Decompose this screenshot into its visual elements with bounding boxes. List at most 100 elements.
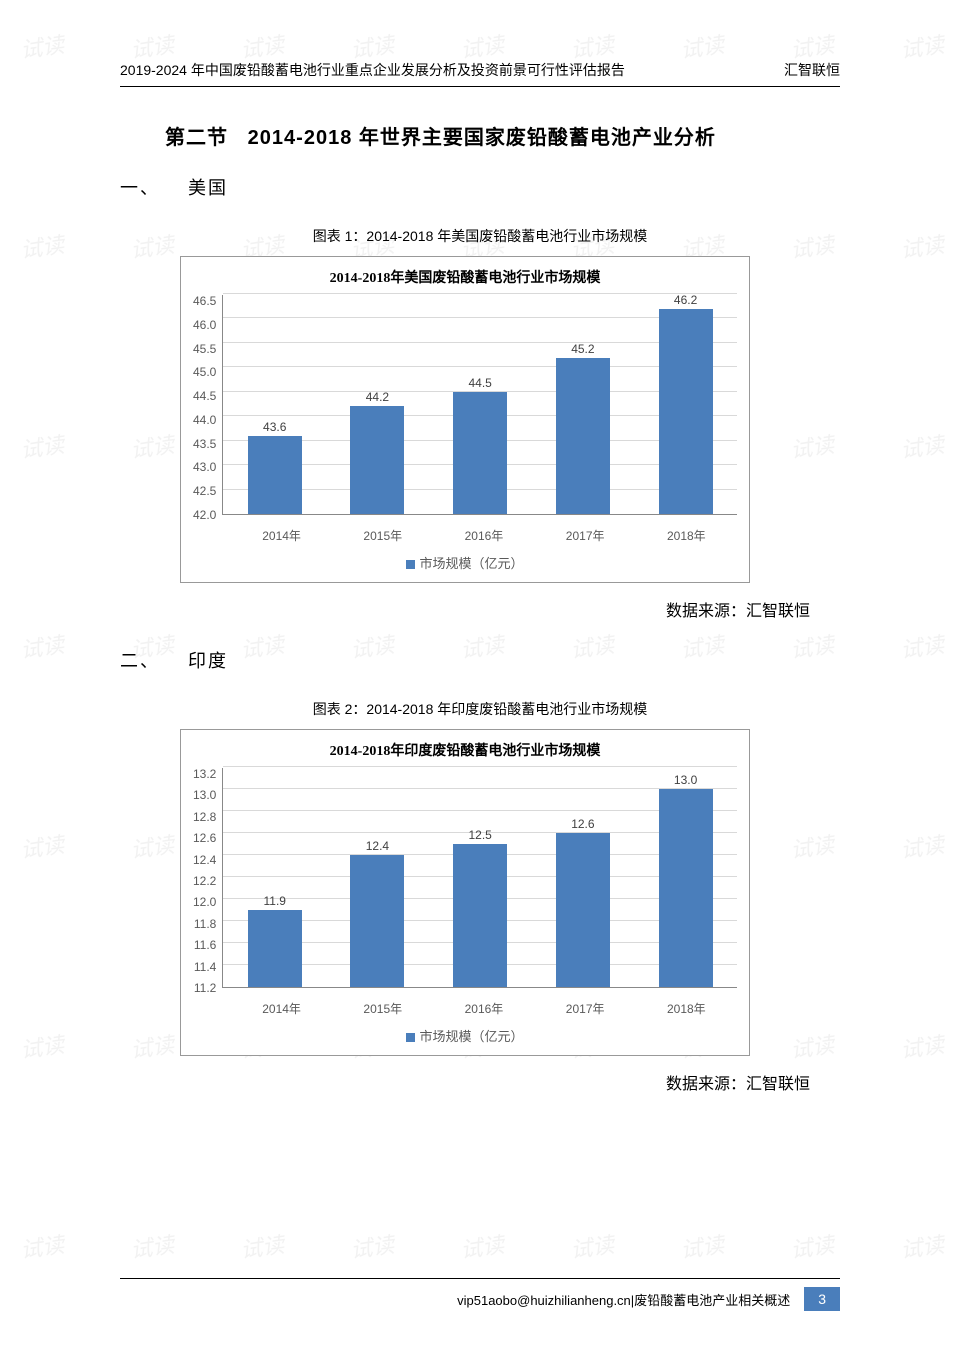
bar	[453, 392, 507, 514]
chart2-plot: 13.2 13.0 12.8 12.6 12.4 12.2 12.0 11.8 11.6 11.4…	[181, 764, 749, 994]
y-tick: 12.2	[193, 875, 216, 887]
sub1-label: 美国	[188, 178, 228, 198]
bar-value-label: 13.0	[674, 773, 697, 787]
x-category: 2016年	[457, 527, 511, 544]
sub1-num: 一、	[120, 178, 160, 198]
x-category: 2017年	[558, 1000, 612, 1017]
sub2-label: 印度	[188, 651, 228, 671]
chart2-grid: 11.9 12.4 12.5 12.6 13.0	[222, 768, 737, 988]
bar-value-label: 12.6	[571, 817, 594, 831]
y-tick: 45.0	[193, 366, 216, 378]
bar	[556, 358, 610, 514]
bar-wrap: 44.2	[350, 390, 404, 514]
x-category: 2015年	[356, 1000, 410, 1017]
bar-wrap: 12.5	[453, 828, 507, 987]
y-tick: 11.8	[194, 918, 216, 930]
y-tick: 44.0	[193, 414, 216, 426]
y-tick: 43.0	[193, 461, 216, 473]
chart1-plot: 46.546.045.545.044.544.043.543.042.542.0…	[181, 291, 749, 521]
watermark: 试读	[458, 1227, 506, 1265]
y-tick: 12.8	[193, 811, 216, 823]
chart1-caption: 图表 1：2014-2018 年美国废铅酸蓄电池行业市场规模	[120, 226, 840, 246]
legend-square-icon	[406, 1033, 415, 1042]
x-category: 2018年	[659, 1000, 713, 1017]
bar	[248, 436, 302, 514]
y-tick: 44.5	[193, 390, 216, 402]
chart1-source: 数据来源：汇智联恒	[120, 597, 840, 621]
x-category: 2015年	[356, 527, 410, 544]
section-text: 2014-2018 年世界主要国家废铅酸蓄电池产业分析	[248, 127, 716, 149]
bar-wrap: 44.5	[453, 376, 507, 514]
x-category: 2018年	[659, 527, 713, 544]
chart2-box: 2014-2018年印度废铅酸蓄电池行业市场规模 13.2 13.0 12.8 12.…	[180, 729, 750, 1056]
y-tick: 46.5	[193, 295, 216, 307]
page-header: 2019-2024 年中国废铅酸蓄电池行业重点企业发展分析及投资前景可行性评估报…	[120, 60, 840, 87]
chart2-bars: 11.9 12.4 12.5 12.6 13.0	[223, 768, 737, 987]
subsection-2: 二、 印度	[120, 647, 840, 673]
watermark: 试读	[128, 1227, 176, 1265]
bar-wrap: 12.4	[350, 839, 404, 987]
bar	[556, 833, 610, 987]
y-tick: 13.2	[193, 768, 216, 780]
x-category: 2014年	[255, 527, 309, 544]
watermark: 试读	[568, 1227, 616, 1265]
y-tick: 43.5	[193, 438, 216, 450]
bar-value-label: 44.2	[366, 390, 389, 404]
watermark: 试读	[238, 1227, 286, 1265]
y-tick: 12.4	[193, 854, 216, 866]
bar	[659, 789, 713, 987]
chart2-source: 数据来源：汇智联恒	[120, 1070, 840, 1094]
chart2-title: 2014-2018年印度废铅酸蓄电池行业市场规模	[181, 730, 749, 764]
x-category: 2017年	[558, 527, 612, 544]
bar	[453, 844, 507, 987]
bar-wrap: 13.0	[659, 773, 713, 987]
y-tick: 12.6	[193, 832, 216, 844]
chart1-y-axis: 46.546.045.545.044.544.043.543.042.542.0	[193, 295, 222, 521]
bar-value-label: 45.2	[571, 342, 594, 356]
bar-value-label: 46.2	[674, 293, 697, 307]
watermark: 试读	[678, 1227, 726, 1265]
x-category: 2016年	[457, 1000, 511, 1017]
bar-value-label: 12.4	[366, 839, 389, 853]
y-tick: 11.2	[194, 982, 216, 994]
subsection-1: 一、 美国	[120, 174, 840, 200]
footer-text: vip51aobo@huizhilianheng.cn|废铅酸蓄电池产业相关概述	[457, 1290, 790, 1309]
y-tick: 11.4	[194, 961, 216, 973]
chart1-bars: 43.6 44.2 44.5 45.2 46.2	[223, 295, 737, 514]
watermark: 试读	[898, 1227, 946, 1265]
y-tick: 11.6	[194, 939, 216, 951]
y-tick: 45.5	[193, 343, 216, 355]
sub2-num: 二、	[120, 651, 160, 671]
bar-value-label: 43.6	[263, 420, 286, 434]
chart2-y-axis: 13.2 13.0 12.8 12.6 12.4 12.2 12.0 11.8 11.6 11.4…	[193, 768, 222, 994]
bar-wrap: 12.6	[556, 817, 610, 987]
chart1-legend: 市场规模（亿元）	[181, 544, 749, 582]
watermark: 试读	[788, 1227, 836, 1265]
bar-wrap: 43.6	[248, 420, 302, 514]
y-tick: 13.0	[193, 789, 216, 801]
bar-value-label: 12.5	[468, 828, 491, 842]
gridline	[223, 766, 737, 767]
chart2-caption: 图表 2：2014-2018 年印度废铅酸蓄电池行业市场规模	[120, 699, 840, 719]
watermark: 试读	[348, 1227, 396, 1265]
chart2-legend-text: 市场规模（亿元）	[419, 1029, 523, 1044]
y-tick: 42.0	[193, 509, 216, 521]
bar-wrap: 45.2	[556, 342, 610, 514]
page-footer: vip51aobo@huizhilianheng.cn|废铅酸蓄电池产业相关概述…	[120, 1278, 840, 1311]
bar-wrap: 46.2	[659, 293, 713, 514]
chart2-x-axis: 2014年2015年2016年2017年2018年	[181, 994, 749, 1017]
bar-wrap: 11.9	[248, 894, 302, 987]
y-tick: 12.0	[193, 896, 216, 908]
bar-value-label: 11.9	[263, 894, 285, 908]
bar	[350, 855, 404, 987]
section-prefix: 第二节	[165, 127, 228, 149]
chart1-legend-text: 市场规模（亿元）	[419, 556, 523, 571]
legend-square-icon	[406, 560, 415, 569]
chart1-box: 2014-2018年美国废铅酸蓄电池行业市场规模 46.546.045.545.…	[180, 256, 750, 583]
page-number: 3	[804, 1287, 840, 1311]
chart1-x-axis: 2014年 2015年 2016年 2017年 2018年	[181, 521, 749, 544]
chart1-grid: 43.6 44.2 44.5 45.2 46.2	[222, 295, 737, 515]
bar	[659, 309, 713, 514]
page: 2019-2024 年中国废铅酸蓄电池行业重点企业发展分析及投资前景可行性评估报…	[0, 0, 960, 1170]
chart1-title: 2014-2018年美国废铅酸蓄电池行业市场规模	[181, 257, 749, 291]
